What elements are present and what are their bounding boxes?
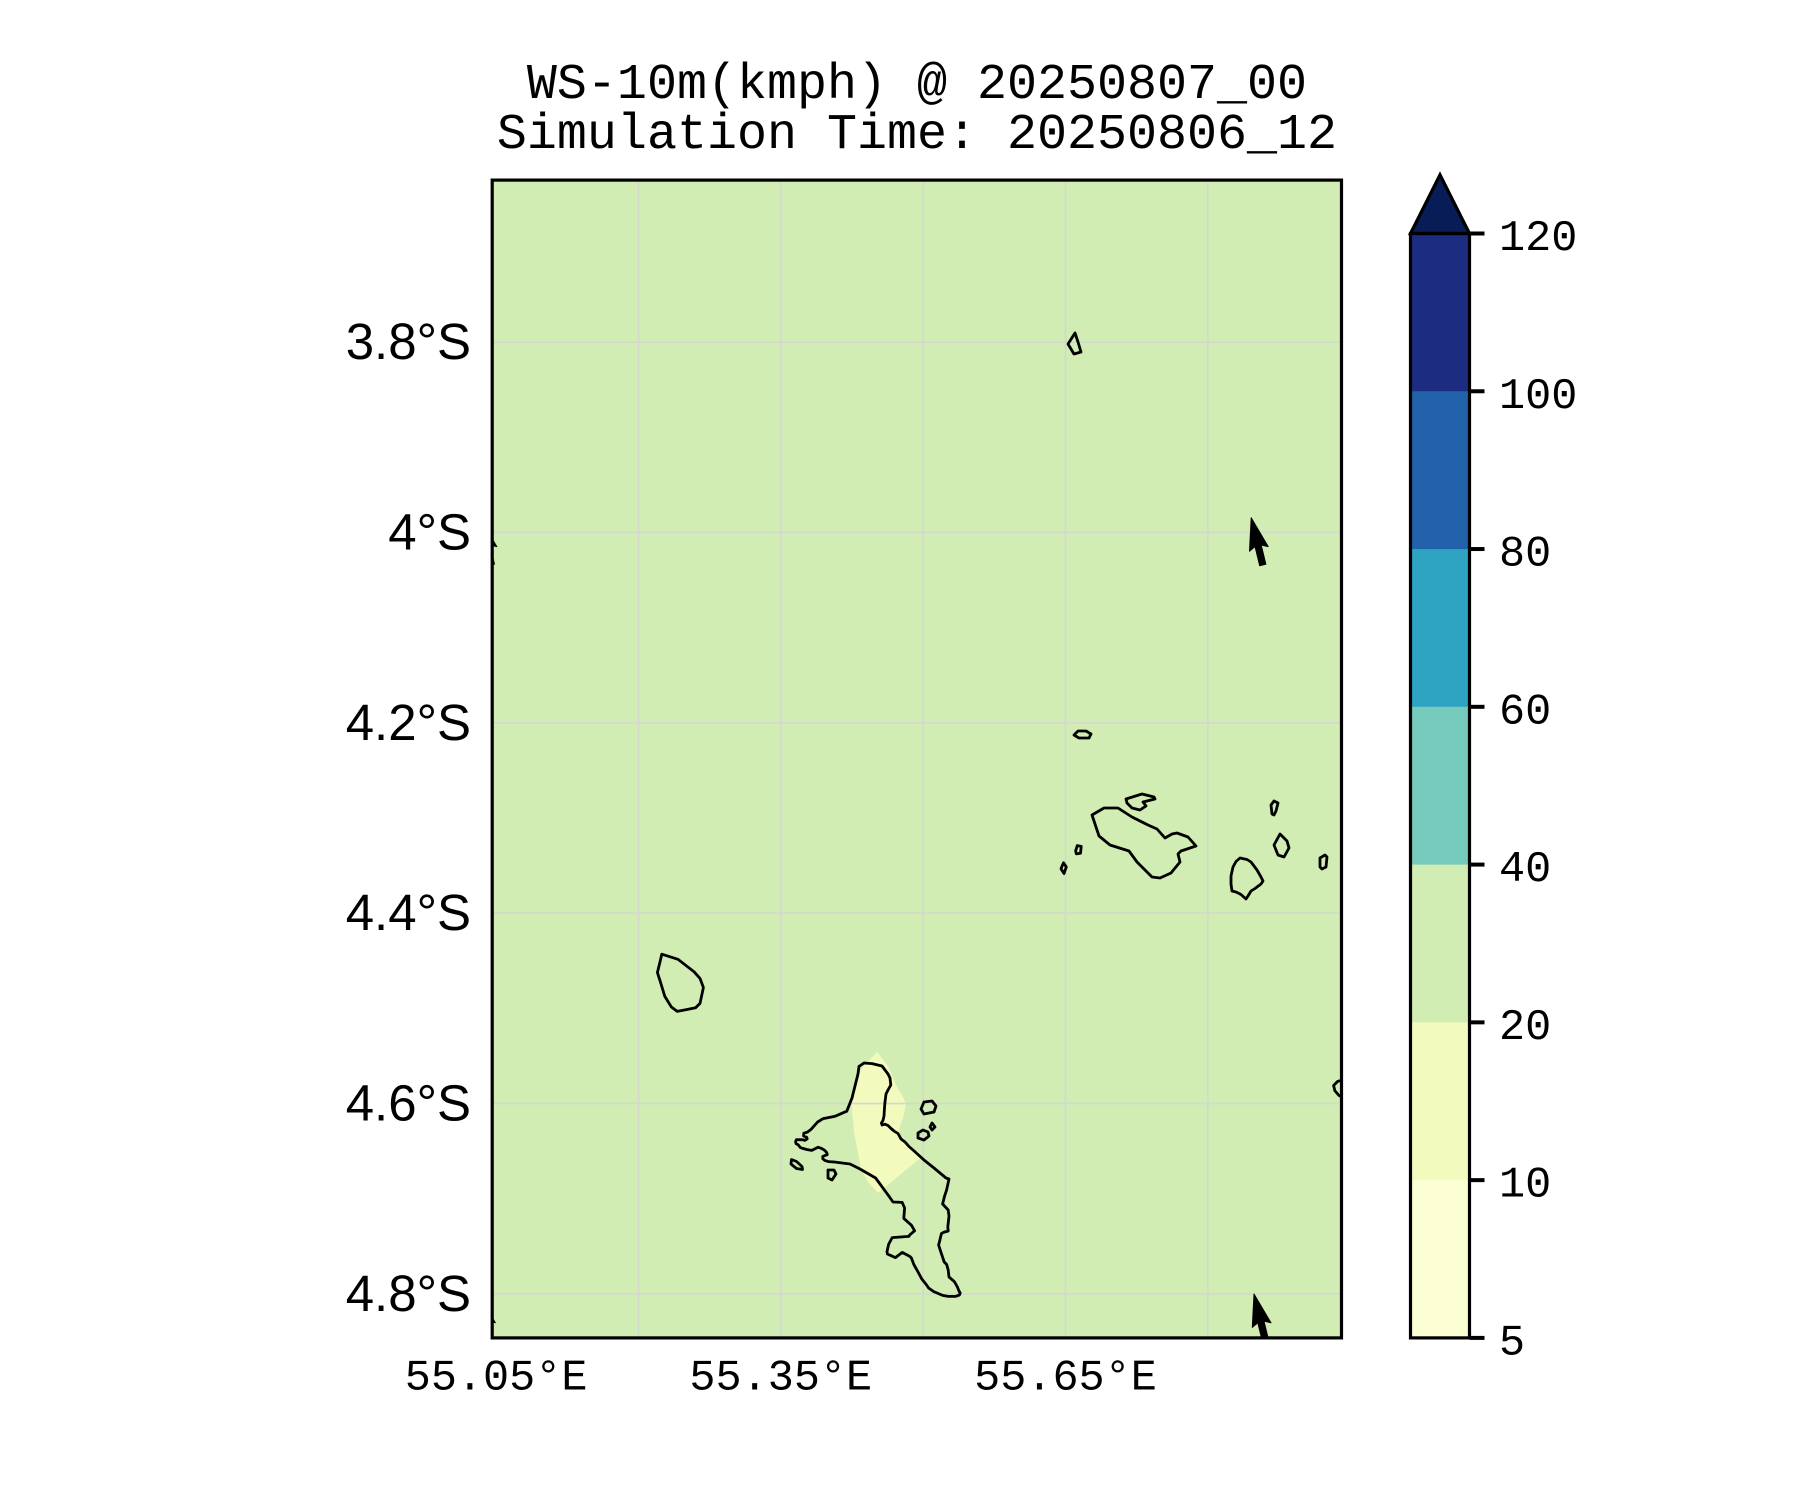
svg-text:3.8°S: 3.8°S (346, 313, 471, 370)
svg-text:WS-10m(kmph) @ 20250807_00: WS-10m(kmph) @ 20250807_00 (527, 57, 1307, 114)
svg-text:55.35°E: 55.35°E (689, 1354, 872, 1403)
svg-text:Simulation Time: 20250806_12: Simulation Time: 20250806_12 (497, 107, 1337, 164)
svg-text:120: 120 (1499, 215, 1577, 264)
svg-text:4.6°S: 4.6°S (346, 1075, 471, 1132)
svg-text:40: 40 (1499, 846, 1551, 895)
svg-text:80: 80 (1499, 531, 1551, 580)
svg-text:100: 100 (1499, 373, 1577, 422)
svg-text:4.2°S: 4.2°S (346, 694, 471, 751)
svg-text:4°S: 4°S (388, 504, 471, 561)
svg-text:20: 20 (1499, 1004, 1551, 1053)
svg-text:10: 10 (1499, 1162, 1551, 1211)
svg-text:60: 60 (1499, 688, 1551, 737)
svg-text:4.8°S: 4.8°S (346, 1265, 471, 1322)
svg-text:5: 5 (1499, 1319, 1525, 1368)
svg-text:4.4°S: 4.4°S (346, 884, 471, 941)
svg-text:55.05°E: 55.05°E (405, 1354, 588, 1403)
svg-text:55.65°E: 55.65°E (974, 1354, 1157, 1403)
